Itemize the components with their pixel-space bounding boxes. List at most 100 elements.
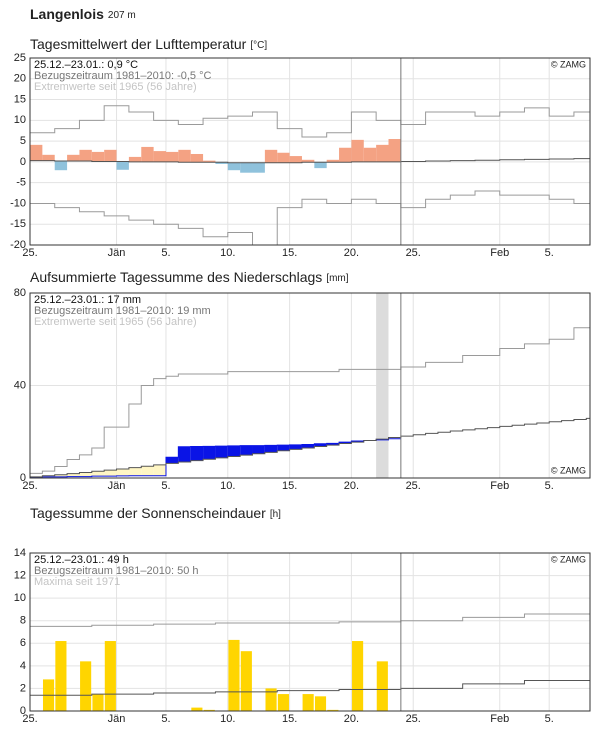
bar [351, 139, 364, 162]
summary-note: Extremwerte seit 1965 (56 Jahre) [34, 81, 197, 93]
title-text: Aufsummierte Tagessumme des Niederschlag… [30, 269, 322, 285]
bar [215, 446, 228, 458]
x-tick-label: 5. [161, 247, 170, 259]
x-tick-label: 10. [220, 713, 235, 725]
bar-outline [30, 438, 401, 478]
bar [376, 661, 388, 711]
unit: [h] [270, 509, 281, 520]
x-tick-label: 25. [406, 713, 421, 725]
title-text: Tagessumme der Sonnenscheindauer [30, 505, 266, 521]
bar [277, 694, 289, 711]
bar [363, 147, 377, 162]
bar [203, 709, 215, 711]
y-tick-label: -20 [10, 239, 26, 251]
bar [314, 696, 327, 711]
y-tick-label: 80 [14, 287, 26, 299]
chart-title: Tagessumme der Sonnenscheindauer [h] [30, 505, 281, 521]
x-tick-label: 5. [545, 247, 554, 259]
x-tick-label: 15. [282, 713, 297, 725]
chart-title: Aufsummierte Tagessumme des Niederschlag… [30, 269, 349, 285]
y-tick-label: 8 [20, 615, 26, 627]
unit: [mm] [326, 273, 348, 284]
y-tick-label: -10 [10, 197, 26, 209]
bar [277, 152, 290, 163]
bar [128, 467, 142, 476]
bar [301, 159, 315, 163]
x-tick-label: Feb [490, 480, 509, 492]
bar [67, 154, 80, 162]
bar [91, 471, 105, 477]
bar [141, 466, 154, 476]
y-tick-label: 0 [20, 472, 26, 484]
bar [67, 473, 80, 477]
credit: © ZAMG [551, 59, 586, 69]
summary-note: Extremwerte seit 1965 (56 Jahre) [34, 316, 197, 328]
bar [54, 161, 68, 171]
bar [314, 162, 327, 169]
bar [339, 147, 352, 163]
bar [116, 161, 129, 170]
x-tick-label: 15. [282, 480, 297, 492]
plot-frame [29, 292, 591, 479]
chart-panel: Tagessumme der Sonnenscheindauer [h]25. Jä… [14, 505, 591, 725]
x-tick-label: 25. [406, 247, 421, 259]
bar [104, 641, 116, 711]
step-line [30, 611, 590, 627]
bar [80, 661, 92, 711]
bar [376, 144, 389, 162]
y-tick-label: 20 [14, 73, 26, 85]
summary-note: Bezugszeitraum 1981–2010: 50 h [34, 565, 199, 577]
x-tick-label: 10. [220, 247, 235, 259]
bar [116, 468, 129, 476]
x-tick-label: 25. [22, 713, 37, 725]
bar [252, 162, 265, 173]
bar [153, 151, 166, 162]
bar [79, 149, 92, 162]
y-tick-label: 4 [20, 660, 26, 672]
bar [302, 694, 314, 711]
bar [203, 446, 216, 460]
bar [227, 445, 241, 457]
x-tick-label: 5. [161, 713, 170, 725]
step-line [30, 680, 590, 696]
x-tick-label: 20. [344, 247, 359, 259]
bar [339, 442, 352, 444]
bar [54, 474, 68, 477]
bar [141, 146, 154, 162]
x-tick-label: 25. [22, 480, 37, 492]
x-tick-label: Feb [490, 247, 509, 259]
bar [240, 162, 253, 173]
unit: [°C] [250, 40, 267, 51]
bar [30, 144, 43, 161]
x-tick-label: 20. [344, 480, 359, 492]
y-tick-label: 15 [14, 93, 26, 105]
bar [42, 475, 55, 477]
bar [178, 149, 191, 163]
bar [326, 443, 340, 446]
bar [203, 160, 216, 163]
bar [301, 444, 315, 448]
credit: © ZAMG [551, 465, 586, 475]
chart-panel: Tagesmittelwert der Lufttemperatur [°C] 25… [10, 36, 591, 259]
bar [252, 445, 265, 454]
bar [388, 437, 401, 439]
y-tick-label: 10 [14, 592, 26, 604]
bar [264, 445, 278, 453]
y-tick-label: 6 [20, 637, 26, 649]
bar [327, 709, 339, 711]
bar [42, 154, 55, 161]
x-tick-label: Jän [108, 247, 126, 259]
x-tick-label: 15. [282, 247, 297, 259]
x-tick-label: Jän [108, 480, 126, 492]
bar [289, 156, 302, 163]
summary-note: Bezugszeitraum 1981–2010: -0,5 °C [34, 70, 212, 82]
y-tick-label: 12 [14, 569, 26, 581]
summary-note: Maxima seit 1971 [34, 576, 120, 588]
plot-area [30, 293, 590, 478]
y-tick-label: 14 [14, 547, 26, 559]
bar [190, 153, 204, 163]
step-line [30, 417, 590, 478]
x-tick-label: 5. [161, 480, 170, 492]
bar [191, 707, 203, 711]
bar [314, 443, 327, 447]
